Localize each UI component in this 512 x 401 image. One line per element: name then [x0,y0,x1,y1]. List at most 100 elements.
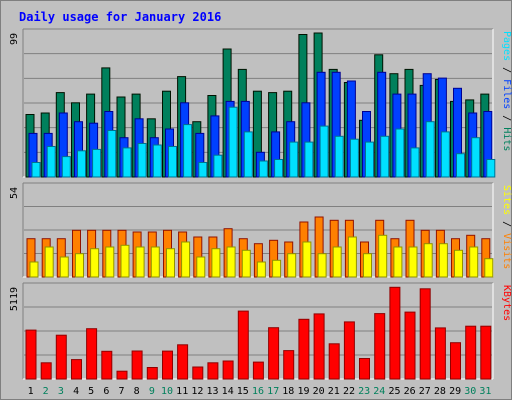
bar-sites-day-7 [120,244,130,278]
bar-pages-day-11 [183,124,193,178]
bar-sites-day-1 [29,261,39,278]
legend-entry: / [501,221,512,233]
bar-kbytes-day-22 [343,321,355,380]
bar-kbytes-day-12 [192,366,204,380]
panel-kbytes: 5119 KBytes [9,282,512,380]
x-tick-label-12: 12 [191,386,203,397]
legend-entry: Pages [501,31,512,67]
y-max-label: 99 [9,33,20,45]
bar-pages-day-9 [152,144,162,178]
bar-sites-day-2 [44,246,54,278]
bar-sites-day-13 [211,248,221,278]
bar-kbytes-day-4 [71,359,82,380]
legend-entry: KBytes [501,285,512,321]
bar-sites-day-5 [90,248,100,278]
bar-pages-day-18 [289,141,299,178]
panel-visits-sites: 54 Sites / Visits [9,182,512,278]
x-axis-labels: 1 2 3 4 5 6 7 8 9 10 11 12 13 14 15 16 17 18 19 20 21 22 23 24 2… [28,386,492,397]
bar-pages-day-12 [198,162,208,178]
bar-kbytes-day-28 [434,327,446,380]
x-tick-label-30: 30 [464,386,476,397]
x-tick-label-28: 28 [434,386,446,397]
x-tick-label-22: 22 [343,386,355,397]
bar-pages-day-20 [319,125,329,178]
legend-entry: Sites [501,185,512,221]
legend-visits-sites: Sites / Visits [501,185,512,269]
x-tick-label-31: 31 [479,386,491,397]
bar-pages-day-21 [334,135,344,178]
bar-sites-day-11 [181,241,191,278]
bar-kbytes-day-3 [55,334,67,380]
legend-entry: Files [501,79,512,115]
x-tick-label-19: 19 [297,386,309,397]
bar-kbytes-day-6 [101,350,113,380]
bar-sites-day-18 [287,253,297,278]
bar-sites-day-6 [105,246,115,278]
bar-sites-day-21 [332,246,342,278]
x-tick-label-21: 21 [328,386,340,397]
bar-sites-day-30 [469,246,479,278]
x-tick-label-11: 11 [176,386,188,397]
legend-entry: / [501,67,512,79]
bar-sites-day-12 [196,256,206,278]
bar-pages-day-30 [471,137,481,178]
x-tick-label-10: 10 [161,386,173,397]
x-tick-label-5: 5 [88,386,94,397]
bar-kbytes-day-26 [404,311,416,380]
bar-pages-day-14 [228,106,238,178]
bar-pages-day-10 [168,146,177,178]
bar-pages-day-31 [486,159,496,178]
bar-sites-day-4 [75,253,84,278]
bar-sites-day-10 [166,248,175,278]
bar-sites-day-8 [135,246,145,278]
x-tick-label-9: 9 [149,386,155,397]
bar-kbytes-day-1 [25,329,37,380]
bar-pages-day-16 [258,160,268,178]
bar-pages-day-23 [365,141,374,178]
x-tick-label-6: 6 [103,386,109,397]
legend-entry: Visits [501,233,512,269]
bar-sites-day-29 [454,249,463,278]
x-tick-label-20: 20 [313,386,325,397]
bar-sites-day-9 [150,246,160,278]
panel-hits-files-pages: 99 Pages / Files / Hits [9,28,512,178]
bar-kbytes-day-2 [40,362,52,380]
bar-kbytes-day-25 [389,286,401,380]
bar-pages-day-22 [349,138,359,178]
x-tick-label-14: 14 [222,386,234,397]
bar-sites-day-14 [226,246,236,278]
bar-pages-day-24 [380,135,390,178]
bar-kbytes-day-14 [222,360,234,380]
x-tick-label-13: 13 [206,386,218,397]
bar-sites-day-3 [59,256,69,278]
x-tick-label-4: 4 [73,386,79,397]
bar-kbytes-day-31 [480,325,492,380]
legend-entry: / [501,115,512,127]
legend-hits-files-pages: Pages / Files / Hits [501,31,512,151]
x-tick-label-2: 2 [43,386,49,397]
bar-kbytes-day-27 [419,288,431,380]
x-tick-label-26: 26 [404,386,416,397]
x-tick-label-15: 15 [237,386,249,397]
bar-kbytes-day-13 [207,362,219,380]
bar-pages-day-19 [304,141,314,178]
bar-kbytes-day-18 [283,350,295,380]
bar-sites-day-22 [347,236,357,278]
legend-kbytes: KBytes [501,285,512,321]
x-tick-label-24: 24 [373,386,385,397]
bar-sites-day-28 [438,243,448,278]
bar-pages-day-26 [410,147,420,178]
bar-pages-day-28 [440,131,450,178]
bar-sites-day-19 [302,241,312,278]
bar-kbytes-day-10 [162,350,173,380]
bar-sites-day-17 [272,259,282,278]
bar-sites-day-24 [378,234,388,278]
bar-pages-day-27 [425,121,435,178]
bar-pages-day-15 [243,131,253,178]
bar-kbytes-day-11 [177,344,189,380]
bar-sites-day-26 [408,246,418,278]
bar-pages-day-13 [213,154,223,178]
bar-sites-day-25 [393,246,403,278]
bar-kbytes-day-30 [465,325,477,380]
